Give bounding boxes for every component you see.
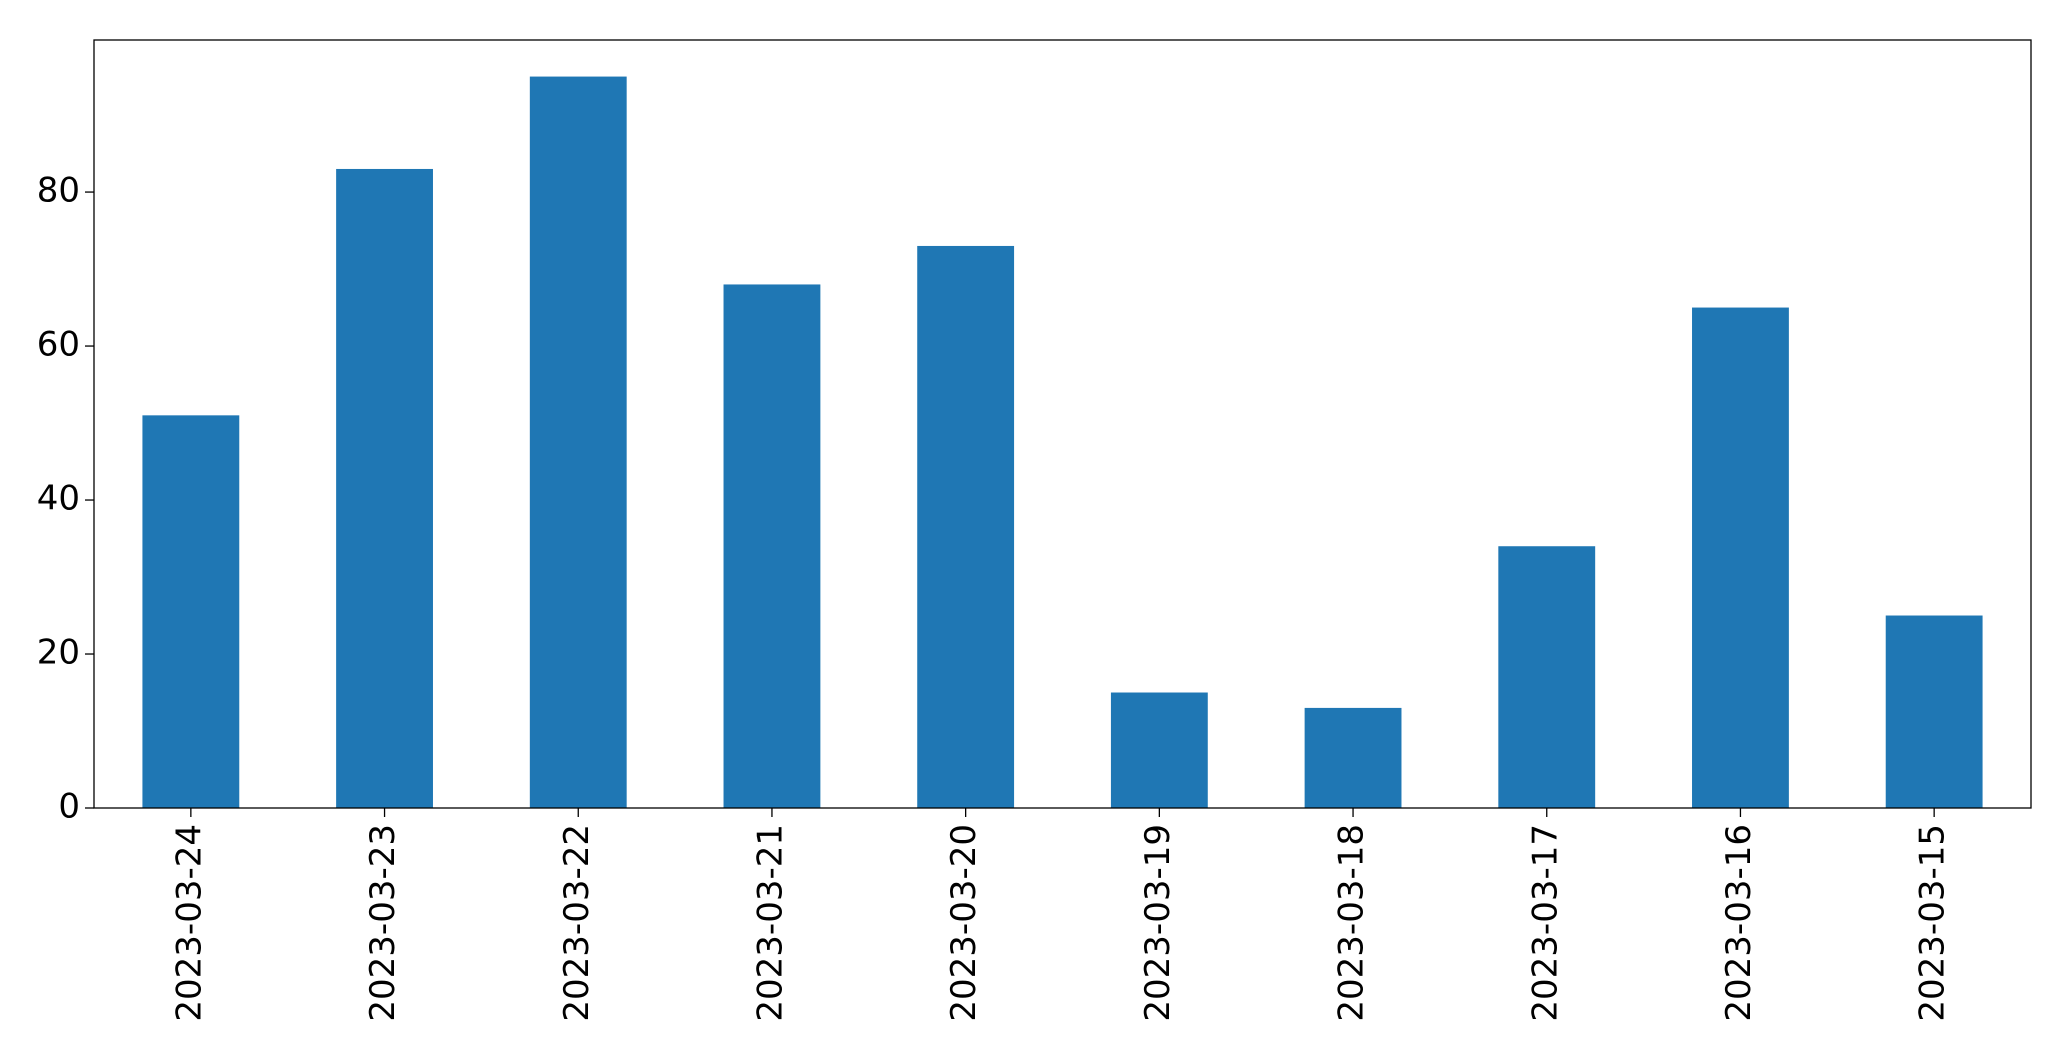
bar [336,168,433,808]
y-tick-label: 20 [37,633,80,673]
y-tick-label: 60 [37,325,80,365]
x-tick-label: 2023-03-21 [750,824,790,1022]
bar [142,415,240,808]
x-tick-label: 2023-03-19 [1138,824,1178,1022]
y-tick-label: 0 [58,787,80,827]
x-tick-label: 2023-03-20 [944,824,984,1022]
bar [723,284,821,808]
x-tick-label: 2023-03-24 [169,824,209,1022]
plot-frame [93,39,2032,809]
bar [529,76,627,809]
bar [1110,692,1208,808]
bar [1304,707,1402,808]
bar [1692,307,1789,808]
x-tick-label: 2023-03-23 [363,824,403,1022]
y-tick-label: 40 [37,479,80,519]
bar [1498,546,1596,808]
bar [1885,615,1983,808]
bar [917,245,1015,808]
y-tick-label: 80 [37,171,80,211]
x-tick-label: 2023-03-17 [1525,824,1565,1022]
x-tick-label: 2023-03-15 [1913,824,1953,1022]
x-tick-label: 2023-03-18 [1332,824,1372,1022]
x-tick-label: 2023-03-16 [1719,824,1759,1022]
x-tick-label: 2023-03-22 [557,824,597,1022]
